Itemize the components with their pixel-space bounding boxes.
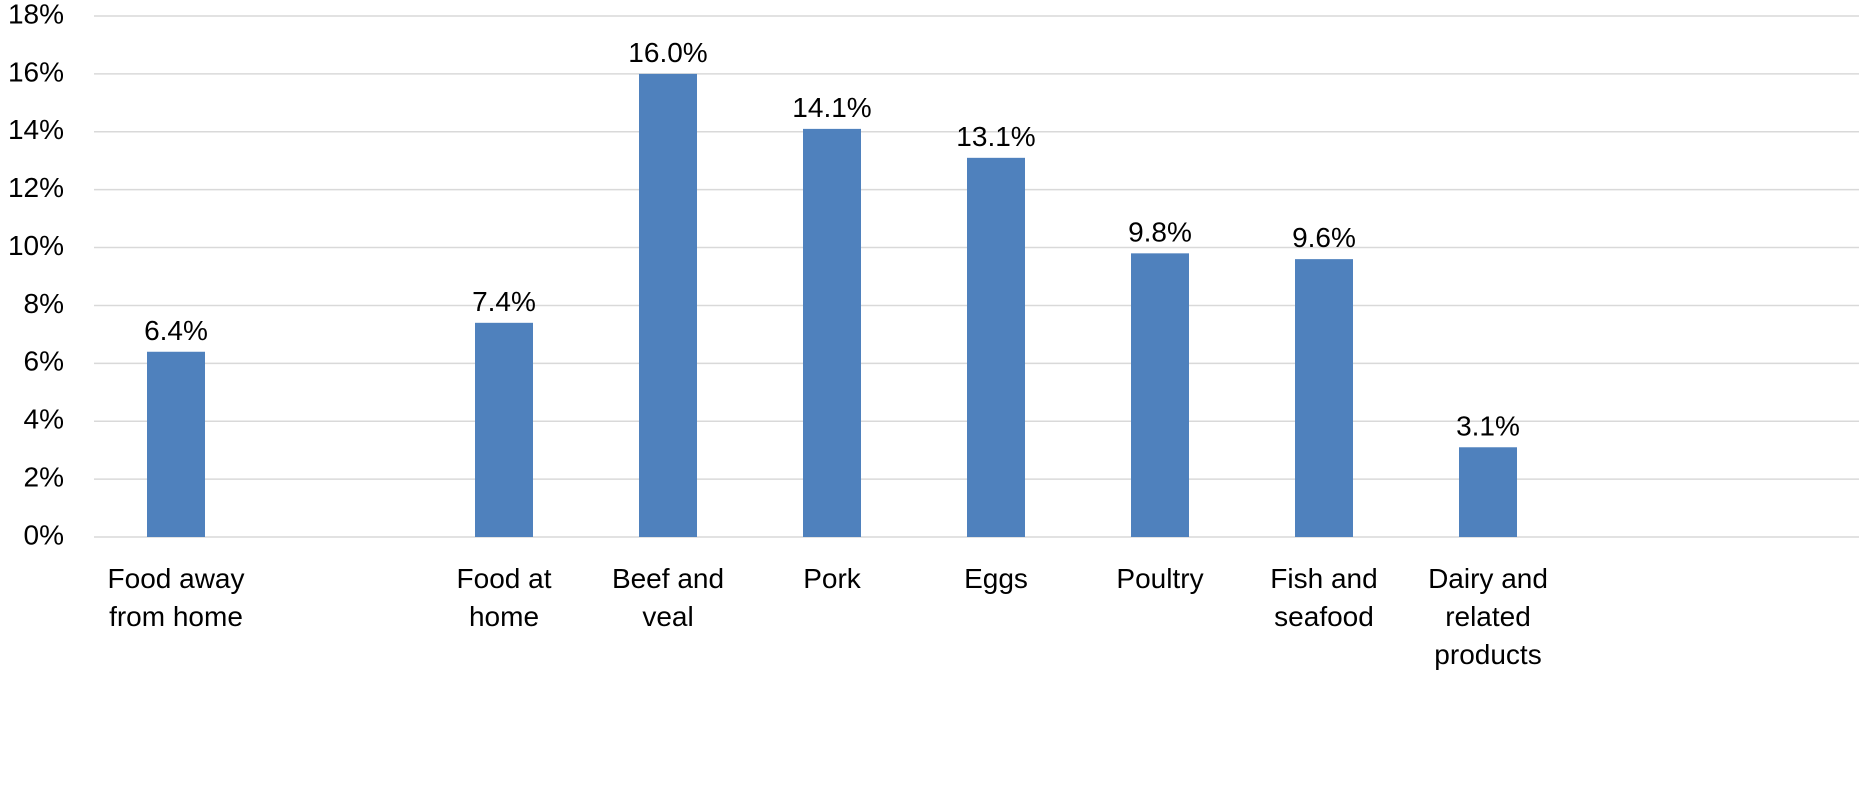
category-label-line: Food away xyxy=(108,563,245,594)
category-label-line: from home xyxy=(109,601,243,632)
data-label: 13.1% xyxy=(956,121,1035,152)
data-label: 9.6% xyxy=(1292,222,1356,253)
category-label: Pork xyxy=(803,563,862,594)
data-labels: 6.4% 7.4% 16.0% 14.1% 13.1% 9.8% 9.6% 3.1% xyxy=(144,37,1520,441)
category-label-line: Pork xyxy=(803,563,862,594)
category-label: Poultry xyxy=(1116,563,1203,594)
category-label-line: home xyxy=(469,601,539,632)
y-tick-label: 0% xyxy=(24,519,64,550)
y-tick-label: 14% xyxy=(8,114,64,145)
data-label: 3.1% xyxy=(1456,410,1520,441)
bar xyxy=(1295,259,1353,537)
bar xyxy=(147,351,205,537)
y-tick-label: 10% xyxy=(8,230,64,261)
category-label: Food away from home xyxy=(108,563,245,632)
y-tick-label: 16% xyxy=(8,56,64,87)
category-label-line: Food at xyxy=(457,563,552,594)
category-label-line: Fish and xyxy=(1270,563,1377,594)
bar xyxy=(803,128,861,537)
bar xyxy=(475,322,533,537)
y-tick-label: 4% xyxy=(24,404,64,435)
category-label-line: Eggs xyxy=(964,563,1028,594)
data-label: 9.8% xyxy=(1128,216,1192,247)
data-label: 7.4% xyxy=(472,286,536,317)
bar xyxy=(1131,253,1189,537)
bars xyxy=(147,73,1517,538)
y-tick-label: 18% xyxy=(8,0,64,29)
category-label-line: products xyxy=(1434,639,1541,670)
category-label-line: Beef and xyxy=(612,563,724,594)
category-label: Eggs xyxy=(964,563,1028,594)
category-label-line: related xyxy=(1445,601,1531,632)
category-label-line: Poultry xyxy=(1116,563,1203,594)
bar xyxy=(967,157,1025,538)
y-axis-ticks: 0% 2% 4% 6% 8% 10% 12% 14% 16% 18% xyxy=(8,0,64,550)
category-label: Fish and seafood xyxy=(1270,563,1377,632)
x-axis-categories: Food away from home Food at home Beef and vea… xyxy=(108,563,1548,670)
category-label-line: Dairy and xyxy=(1428,563,1548,594)
y-tick-label: 2% xyxy=(24,462,64,493)
data-label: 6.4% xyxy=(144,315,208,346)
y-tick-label: 12% xyxy=(8,172,64,203)
category-label: Dairy and related products xyxy=(1428,563,1548,670)
y-tick-label: 8% xyxy=(24,288,64,319)
bar xyxy=(639,73,697,537)
data-label: 16.0% xyxy=(628,37,707,68)
data-label: 14.1% xyxy=(792,92,871,123)
category-label-line: seafood xyxy=(1274,601,1374,632)
y-tick-label: 6% xyxy=(24,346,64,377)
bar xyxy=(1459,447,1517,537)
category-label-line: veal xyxy=(642,601,693,632)
category-label: Food at home xyxy=(457,563,552,632)
category-label: Beef and veal xyxy=(612,563,724,632)
